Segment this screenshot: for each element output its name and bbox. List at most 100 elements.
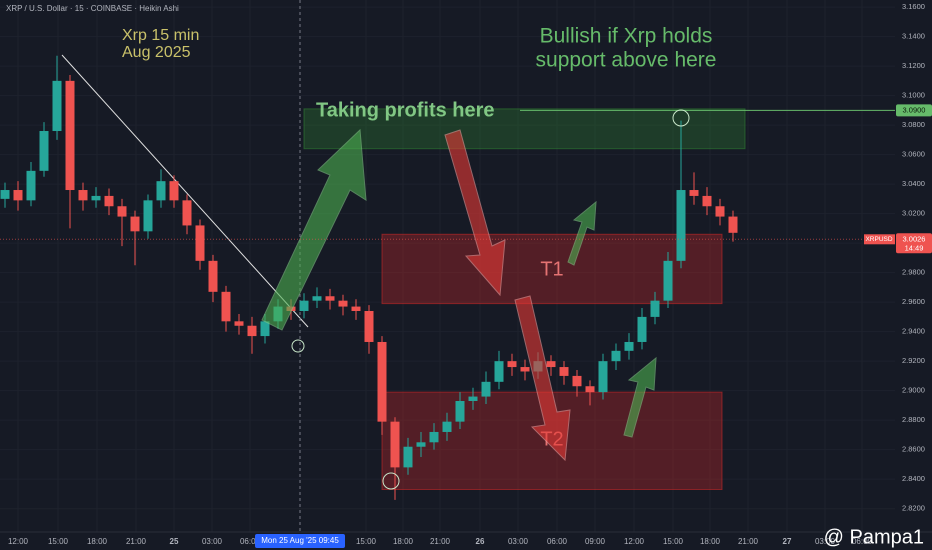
note-line: Bullish if Xrp holds [540, 25, 713, 48]
candle-body [91, 195, 101, 201]
candle-body [26, 170, 36, 201]
candle-body [442, 421, 452, 432]
crosshair-tag [255, 534, 345, 548]
candle-body [455, 400, 465, 422]
candle-body [611, 350, 621, 362]
candle-body [390, 421, 400, 468]
candle-body [624, 341, 634, 351]
y-tick-label: 3.0400 [902, 179, 925, 188]
candle-body [182, 200, 192, 226]
x-tick-label: 15:00 [663, 537, 684, 546]
info-line: Xrp 15 min [122, 27, 199, 44]
y-tick-label: 2.9400 [902, 327, 925, 336]
watermark: @ Pampa1 [824, 526, 924, 548]
info-line: Aug 2025 [122, 44, 191, 61]
candle-body [39, 131, 49, 171]
marker-circle [291, 339, 305, 353]
x-tick-label: 06:00 [547, 537, 568, 546]
candle-body [260, 321, 270, 337]
x-tick-label: 18:00 [87, 537, 108, 546]
candle-body [338, 300, 348, 307]
y-tick-label: 2.8600 [902, 445, 925, 454]
candle-body [52, 80, 62, 132]
y-tick-label: 3.0800 [902, 120, 925, 129]
marker-circle [672, 109, 690, 127]
arrows [261, 128, 657, 462]
crosshair-label: Mon 25 Aug '25 09:45 [261, 536, 339, 545]
y-tick-label: 3.1400 [902, 32, 925, 41]
symbol-tag [864, 234, 895, 245]
arrow-up [567, 200, 597, 266]
candle-body [598, 361, 608, 393]
candle-body [325, 296, 335, 301]
price-tag-label: 3.0900 [903, 105, 926, 114]
chart-title: XRP / U.S. Dollar · 15 · COINBASE · Heik… [6, 4, 179, 13]
x-tick-label: 15:00 [48, 537, 69, 546]
x-tick-label: 18:00 [700, 537, 721, 546]
zone-label: T1 [540, 258, 563, 280]
candle-body [650, 300, 660, 317]
candle-body [494, 361, 504, 382]
x-tick-label: 27 [783, 537, 792, 546]
x-tick-label: 21:00 [126, 537, 147, 546]
candle-body [572, 375, 582, 387]
candle-body [104, 195, 114, 207]
x-tick-label: 26 [476, 537, 485, 546]
candle-body [715, 206, 725, 217]
candle-body [689, 190, 699, 196]
y-tick-label: 2.8400 [902, 474, 925, 483]
candle-body [585, 386, 595, 393]
trend-line [61, 54, 309, 328]
candle-body [156, 181, 166, 201]
y-tick-label: 2.9200 [902, 356, 925, 365]
arrow-down [444, 129, 506, 297]
candle-body [676, 190, 686, 261]
x-tick-label: 18:00 [393, 537, 414, 546]
x-tick-label: 12:00 [8, 537, 29, 546]
candle-body [416, 442, 426, 447]
zone [303, 108, 746, 150]
candle-body [312, 296, 322, 301]
candle-body [143, 200, 153, 232]
candle-body [637, 316, 647, 342]
candle-body [78, 190, 88, 201]
arrow-down [514, 295, 571, 462]
candle-body [728, 216, 738, 233]
y-tick-label: 2.8800 [902, 415, 925, 424]
x-tick-label: 15:00 [356, 537, 377, 546]
y-tick-label: 3.1000 [902, 91, 925, 100]
x-tick-label: 06:00 [852, 537, 873, 546]
candle-body [117, 206, 127, 217]
arrow-up [261, 128, 367, 331]
y-tick-label: 3.0200 [902, 209, 925, 218]
x-tick-label: 06:00 [240, 537, 261, 546]
candle-body [468, 396, 478, 401]
symbol-label: XRPUSD [865, 236, 892, 243]
candle-body [520, 367, 530, 372]
candle-body [65, 80, 75, 191]
candle-body [130, 216, 140, 232]
x-tick-label: 09:00 [585, 537, 606, 546]
candle-body [208, 260, 218, 292]
price-tag [896, 104, 932, 117]
candle-body [702, 195, 712, 207]
candle-body [364, 310, 374, 342]
candle-body [377, 341, 387, 422]
last-price-label: 3.0026 [903, 234, 926, 243]
y-tick-label: 3.1200 [902, 61, 925, 70]
zone-label: Taking profits here [316, 99, 495, 121]
candle-body [481, 381, 491, 397]
candle-body [299, 300, 309, 311]
candle-body [13, 190, 23, 201]
x-tick-label: 12:00 [624, 537, 645, 546]
x-tick-label: 03:00 [508, 537, 529, 546]
x-tick-label: 03:00 [815, 537, 836, 546]
candle-body [169, 181, 179, 201]
candle-body [507, 361, 517, 368]
arrow-up [623, 356, 657, 438]
countdown-label: 14:49 [905, 243, 924, 252]
candle-body [663, 260, 673, 301]
